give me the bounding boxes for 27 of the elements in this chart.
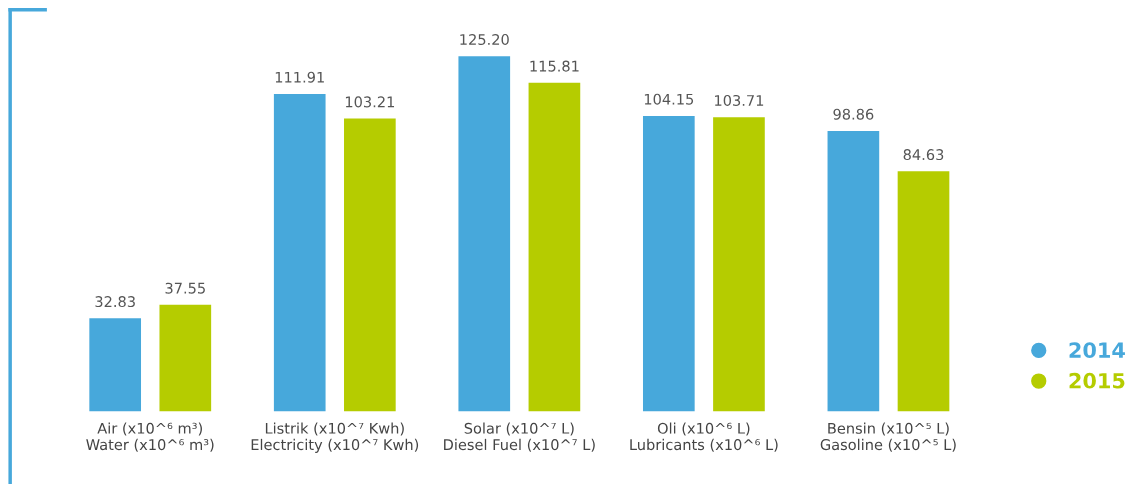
- bar: [89, 318, 142, 412]
- legend-label: 2014: [1069, 342, 1125, 359]
- data-label: 98.86: [833, 108, 874, 120]
- x-tick-label: Air (x10^⁶ m³) Water (x10^⁶ m³): [86, 422, 214, 452]
- bar: [273, 93, 326, 412]
- x-tick-label: Oli (x10^⁶ L) Lubricants (x10^⁶ L): [630, 422, 778, 452]
- data-label: 104.15: [644, 93, 694, 105]
- bar: [642, 115, 695, 412]
- x-tick-label: Bensin (x10^⁵ L) Gasoline (x10^⁵ L): [820, 422, 956, 452]
- data-label: 32.83: [95, 296, 135, 308]
- data-label: 103.71: [715, 94, 764, 106]
- bar: [159, 304, 212, 412]
- data-label: 125.20: [460, 33, 509, 46]
- bar: [344, 118, 396, 412]
- bar: [827, 130, 880, 412]
- data-label: 84.63: [903, 149, 944, 161]
- data-label: 103.21: [345, 96, 395, 108]
- x-tick-label: Solar (x10^⁷ L) Diesel Fuel (x10^⁷ L): [444, 422, 595, 452]
- bar: [897, 171, 950, 412]
- bar: [713, 117, 765, 412]
- bar: [458, 56, 511, 412]
- bar: [528, 82, 581, 412]
- data-label: 111.91: [275, 71, 324, 83]
- legend-label: 2015: [1069, 372, 1125, 389]
- data-label: 37.55: [165, 282, 205, 294]
- data-label: 115.81: [530, 60, 579, 72]
- x-tick-label: Listrik (x10^⁷ Kwh) Electricity (x10^⁷ Kwh): [251, 422, 419, 453]
